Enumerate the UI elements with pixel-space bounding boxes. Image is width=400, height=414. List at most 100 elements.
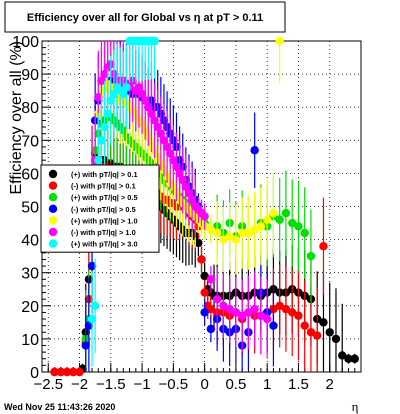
legend-marker (48, 193, 58, 202)
data-point (119, 89, 128, 99)
data-point (94, 155, 103, 165)
data-point (212, 228, 222, 238)
data-point (137, 89, 147, 99)
x-tick-label: −2 (71, 376, 88, 393)
data-point (338, 351, 347, 360)
timestamp-footer: Wed Nov 25 11:43:26 2020 (4, 402, 115, 412)
y-tick-label: 60 (21, 166, 39, 183)
legend-label: (+) with pT/|q| > 0.1 (71, 170, 138, 179)
title-frame (4, 1, 286, 33)
data-point (237, 228, 247, 238)
data-point (275, 215, 284, 224)
data-point (294, 311, 303, 320)
data-point (50, 367, 59, 377)
y-tick-label: 80 (21, 100, 39, 117)
data-point (94, 93, 103, 102)
data-point (306, 328, 316, 337)
y-tick-label: 0 (30, 365, 39, 382)
data-point (100, 122, 109, 132)
data-point (109, 89, 119, 99)
legend-marker (48, 227, 58, 237)
data-point (269, 321, 278, 330)
legend: (+) with pT/|q| > 0.1 (-) with pT/|q| > 0… (40, 164, 160, 253)
data-point (219, 235, 228, 244)
data-point (56, 367, 65, 377)
data-point (97, 76, 106, 85)
data-point (225, 232, 234, 241)
data-point (103, 109, 112, 119)
data-point (231, 235, 241, 244)
data-point (250, 225, 259, 234)
x-tick-label: 0 (200, 376, 208, 393)
data-point (81, 341, 90, 350)
data-point (181, 182, 191, 191)
data-point (306, 251, 316, 261)
x-tick-label: −1.5 (96, 376, 126, 393)
data-point (212, 294, 222, 304)
data-point (187, 195, 197, 205)
legend-label: (+) with pT/|q| > 0.5 (71, 193, 138, 202)
data-point (62, 367, 72, 377)
data-point (87, 261, 97, 271)
data-point (200, 288, 209, 297)
data-point (200, 271, 209, 281)
data-point (90, 301, 100, 310)
x-tick-label: 1 (263, 376, 271, 393)
y-tick-label: 10 (21, 332, 39, 349)
data-point (300, 228, 309, 238)
title-box: Efficiency over all for Global vs η at p… (4, 1, 286, 33)
data-point (244, 308, 253, 317)
data-point (250, 146, 259, 155)
data-point (231, 308, 241, 317)
legend-label: (-) with pT/|q| > 1.0 (71, 228, 136, 237)
data-point (69, 367, 78, 377)
data-point (269, 208, 278, 218)
data-point (200, 212, 209, 221)
y-axis-label: Efficiency over all (%) (8, 41, 25, 195)
data-point (84, 321, 94, 330)
data-point (206, 225, 216, 234)
data-point (175, 169, 184, 178)
data-point (134, 83, 144, 92)
data-point (197, 255, 206, 264)
data-point (150, 36, 159, 46)
y-tick-label: 50 (21, 200, 39, 217)
data-point (350, 354, 359, 363)
data-point (178, 175, 187, 185)
y-tick-label: 40 (21, 233, 39, 250)
x-tick-label: −2.5 (33, 376, 63, 393)
data-point (172, 162, 181, 171)
data-point (153, 122, 162, 132)
axis-ticks: −2.5 −2 −1.5 −1 −0.5 0 0.5 1 1.5 2010203040506070… (12, 34, 362, 393)
data-point (169, 155, 178, 165)
legend-label: (+) with pT/|q| > 1.0 (71, 216, 138, 225)
legend-marker (48, 181, 58, 190)
legend-label: (-) with pT/|q| > 0.5 (71, 205, 136, 214)
x-tick-label: 0.5 (225, 376, 246, 393)
data-point (281, 304, 291, 314)
data-point (319, 318, 328, 327)
data-point (166, 149, 175, 158)
data-point (122, 83, 131, 92)
data-point (294, 222, 303, 231)
data-point (144, 103, 153, 112)
data-point (206, 304, 216, 314)
data-point (200, 308, 209, 317)
data-point (287, 218, 297, 228)
data-point (184, 189, 194, 198)
data-point (244, 228, 253, 238)
data-point (300, 321, 309, 330)
x-tick-label: 1.5 (288, 376, 309, 393)
data-point (75, 367, 84, 377)
chart-title: Efficiency over all for Global vs η at p… (27, 12, 263, 24)
legend-label: (+) with pT/|q| > 3.0 (71, 240, 138, 249)
legend-frame (40, 164, 160, 253)
y-tick-label: 30 (21, 266, 39, 283)
data-point (225, 304, 234, 314)
data-point (219, 301, 228, 310)
data-point (281, 208, 291, 218)
data-point (156, 129, 166, 138)
data-point (87, 314, 97, 324)
y-tick-label: 70 (21, 133, 39, 150)
